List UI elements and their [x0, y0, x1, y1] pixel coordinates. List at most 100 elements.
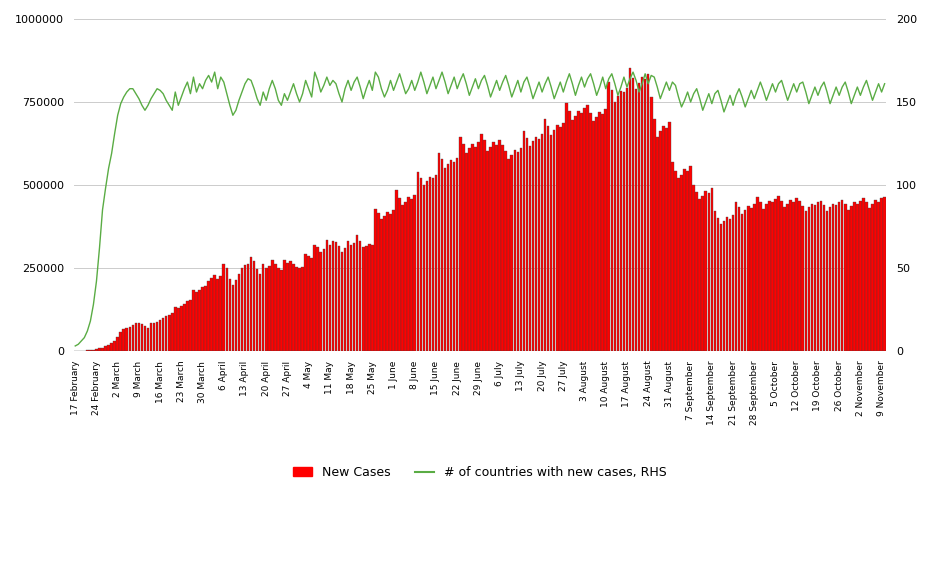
- Bar: [477, 142, 480, 351]
- Bar: [799, 201, 801, 351]
- Bar: [632, 77, 635, 351]
- Bar: [811, 204, 814, 351]
- Bar: [207, 281, 210, 351]
- Bar: [629, 68, 631, 351]
- Bar: [256, 269, 258, 351]
- Bar: [559, 127, 562, 351]
- Bar: [171, 312, 173, 351]
- Bar: [556, 125, 558, 351]
- Bar: [402, 205, 404, 351]
- Bar: [192, 290, 195, 351]
- Bar: [335, 242, 337, 351]
- Bar: [714, 211, 716, 351]
- Bar: [617, 96, 619, 351]
- Bar: [523, 131, 526, 351]
- Bar: [414, 195, 416, 351]
- Bar: [289, 261, 292, 351]
- Bar: [544, 119, 546, 351]
- Bar: [310, 258, 313, 351]
- Bar: [429, 177, 432, 351]
- Bar: [819, 201, 822, 351]
- Bar: [459, 138, 461, 351]
- Bar: [726, 216, 728, 351]
- Bar: [107, 345, 110, 351]
- Bar: [680, 174, 683, 351]
- Bar: [283, 260, 286, 351]
- Bar: [474, 146, 476, 351]
- Bar: [293, 265, 295, 351]
- Bar: [274, 263, 277, 351]
- Bar: [877, 202, 880, 351]
- Bar: [841, 200, 843, 351]
- Bar: [119, 332, 122, 351]
- Bar: [398, 198, 401, 351]
- Bar: [884, 197, 886, 351]
- Bar: [804, 211, 807, 351]
- Bar: [404, 201, 407, 351]
- Bar: [847, 210, 850, 351]
- Bar: [780, 201, 783, 351]
- Bar: [620, 91, 623, 351]
- Bar: [729, 219, 732, 351]
- Bar: [407, 197, 410, 351]
- Bar: [419, 178, 422, 351]
- Bar: [446, 164, 449, 351]
- Bar: [741, 214, 744, 351]
- Bar: [574, 116, 577, 351]
- Bar: [871, 204, 874, 351]
- Bar: [410, 199, 413, 351]
- Bar: [668, 122, 671, 351]
- Bar: [789, 200, 792, 351]
- Bar: [250, 257, 253, 351]
- Bar: [487, 152, 488, 351]
- Bar: [374, 209, 377, 351]
- Bar: [744, 210, 747, 351]
- Bar: [362, 247, 364, 351]
- Bar: [832, 204, 834, 351]
- Bar: [662, 126, 665, 351]
- Bar: [271, 260, 274, 351]
- Bar: [240, 269, 243, 351]
- Bar: [589, 113, 592, 351]
- Bar: [659, 131, 662, 351]
- Bar: [738, 207, 740, 351]
- Bar: [601, 114, 604, 351]
- Bar: [122, 329, 125, 351]
- Bar: [204, 286, 207, 351]
- Bar: [462, 144, 464, 351]
- Bar: [528, 146, 531, 351]
- Bar: [243, 265, 246, 351]
- Bar: [571, 121, 574, 351]
- Bar: [158, 320, 161, 351]
- Bar: [881, 199, 883, 351]
- Bar: [759, 202, 761, 351]
- Bar: [322, 249, 325, 351]
- Bar: [426, 181, 428, 351]
- Bar: [732, 215, 734, 351]
- Bar: [698, 199, 701, 351]
- Bar: [325, 241, 328, 351]
- Bar: [683, 169, 686, 351]
- Bar: [110, 343, 113, 351]
- Bar: [265, 267, 267, 351]
- Bar: [795, 198, 798, 351]
- Bar: [710, 188, 713, 351]
- Bar: [453, 162, 456, 351]
- Bar: [665, 128, 667, 351]
- Bar: [422, 185, 425, 351]
- Bar: [417, 172, 419, 351]
- Bar: [219, 276, 222, 351]
- Bar: [705, 191, 707, 351]
- Bar: [625, 88, 628, 351]
- Bar: [329, 245, 331, 351]
- Bar: [162, 317, 164, 351]
- Bar: [771, 202, 774, 351]
- Bar: [792, 201, 795, 351]
- Bar: [371, 245, 374, 351]
- Bar: [434, 174, 437, 351]
- Bar: [146, 328, 149, 351]
- Bar: [541, 134, 543, 351]
- Bar: [247, 264, 250, 351]
- Bar: [692, 185, 695, 351]
- Bar: [129, 327, 131, 351]
